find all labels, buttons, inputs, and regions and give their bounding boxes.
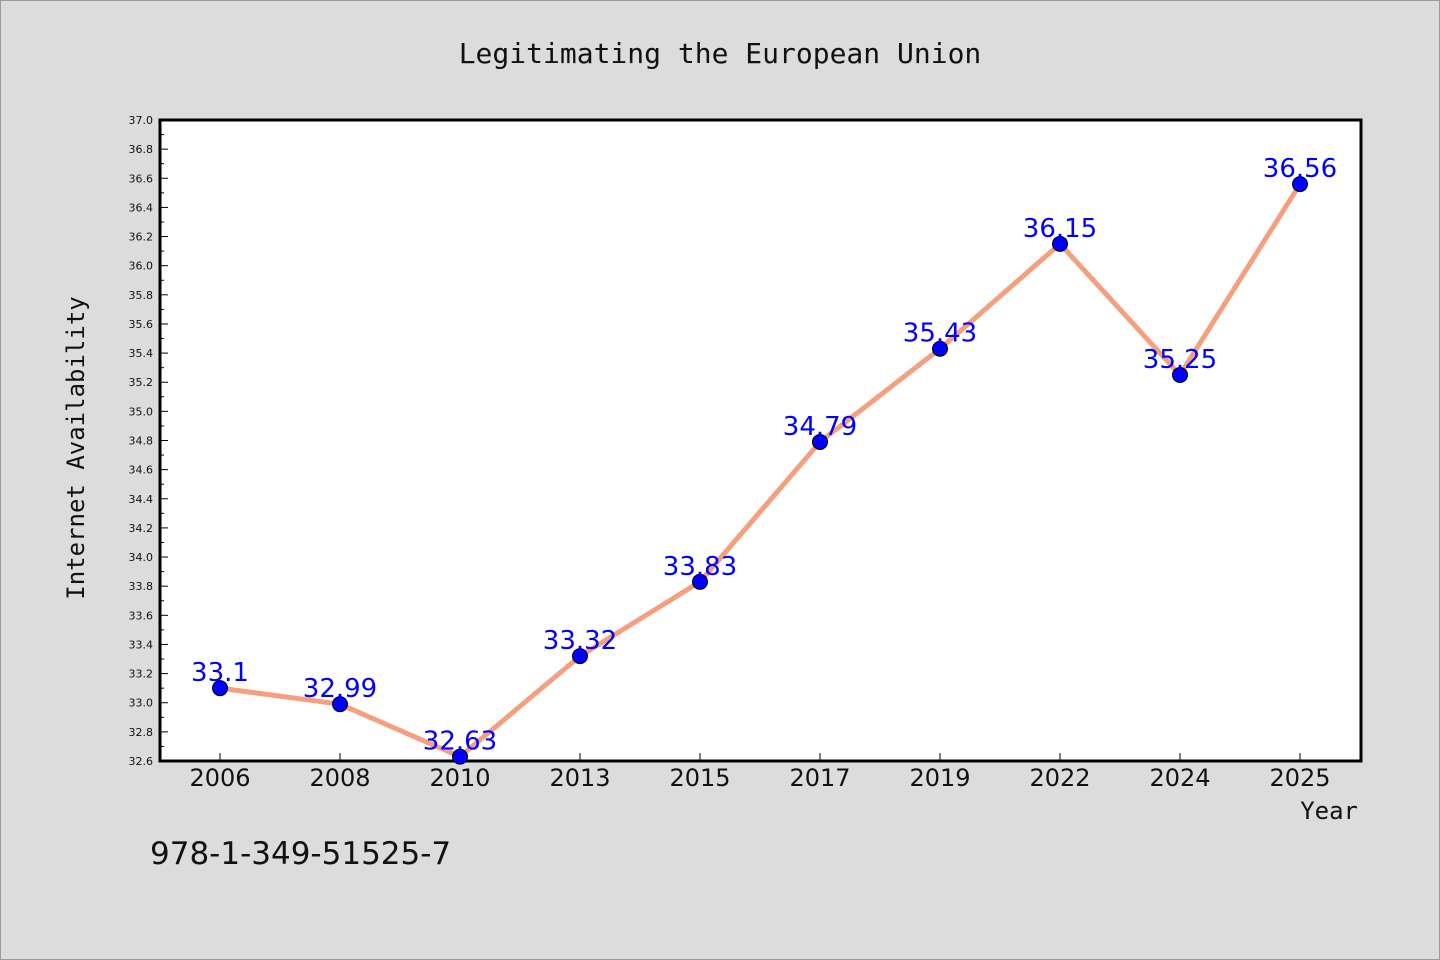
y-tick-label: 35.2 (129, 376, 154, 389)
data-label: 36.56 (1263, 154, 1337, 184)
y-tick-label: 34.0 (129, 551, 154, 564)
x-axis: 2006 2008 2010 2013 2015 2017 2019 2022 2024 2025 (189, 753, 1331, 792)
y-tick-label: 33.8 (129, 580, 154, 593)
data-label: 33.83 (663, 552, 737, 582)
data-point (212, 680, 228, 697)
footnote-isbn: 978-1-349-51525-7 (150, 836, 451, 872)
x-tick-label: 2008 (309, 764, 370, 792)
y-tick-label: 34.6 (129, 464, 154, 477)
y-tick-label: 34.4 (129, 493, 154, 506)
y-tick-label: 36.8 (129, 143, 154, 156)
x-tick-label: 2006 (189, 764, 250, 792)
y-tick-label: 37.0 (129, 114, 154, 127)
data-label: 32.99 (303, 674, 377, 704)
y-tick-label: 36.6 (129, 172, 154, 185)
y-tick-label: 35.4 (129, 347, 154, 360)
x-tick-label: 2022 (1029, 764, 1090, 792)
data-point (332, 696, 348, 713)
x-tick-label: 2019 (909, 764, 970, 792)
data-label: 35.43 (903, 319, 977, 349)
data-label: 35.25 (1143, 345, 1217, 375)
y-tick-label: 33.4 (129, 638, 154, 651)
y-tick-label: 34.8 (129, 435, 154, 448)
chart-title: Legitimating the European Union (459, 37, 982, 70)
plot-area (158, 118, 1363, 763)
x-tick-label: 2015 (669, 764, 730, 792)
y-tick-label: 32.6 (129, 755, 154, 768)
y-tick-label: 36.0 (129, 260, 154, 273)
y-tick-label: 34.2 (129, 522, 154, 535)
y-tick-label: 35.6 (129, 318, 154, 331)
data-point (452, 748, 468, 765)
data-point (692, 573, 708, 590)
data-point (812, 433, 828, 450)
x-tick-label: 2013 (549, 764, 610, 792)
data-label: 33.32 (543, 626, 617, 656)
data-label: 32.63 (423, 727, 497, 757)
y-tick-label: 35.0 (129, 405, 154, 418)
series-layer (212, 176, 1308, 765)
y-tick-label: 35.8 (129, 289, 154, 302)
y-axis-label: Internet Availability (62, 296, 90, 599)
data-label: 34.79 (783, 412, 857, 442)
data-labels: 33.1 32.99 32.63 33.32 33.83 34.79 35.43 36.15 3… (191, 154, 1337, 757)
data-point (572, 648, 588, 665)
series-line (217, 181, 1303, 760)
x-axis-label: Year (1300, 797, 1358, 825)
y-tick-label: 36.4 (129, 201, 154, 214)
data-label: 36.15 (1023, 214, 1097, 244)
x-tick-label: 2010 (429, 764, 490, 792)
x-tick-label: 2017 (789, 764, 850, 792)
data-point (1052, 235, 1068, 252)
x-tick-label: 2024 (1149, 764, 1210, 792)
data-label: 33.1 (191, 658, 249, 688)
y-tick-label: 33.6 (129, 609, 154, 622)
y-tick-label: 32.8 (129, 726, 154, 739)
data-point (1292, 176, 1308, 193)
y-tick-label: 33.2 (129, 668, 154, 681)
y-tick-label: 33.0 (129, 697, 154, 710)
data-point (1172, 366, 1188, 383)
y-axis: 32.6 32.8 33.0 33.2 33.4 33.6 33.8 34.0 34.2 34.4… (129, 114, 168, 768)
x-tick-label: 2025 (1269, 764, 1330, 792)
data-point (932, 340, 948, 357)
y-tick-label: 36.2 (129, 231, 154, 244)
